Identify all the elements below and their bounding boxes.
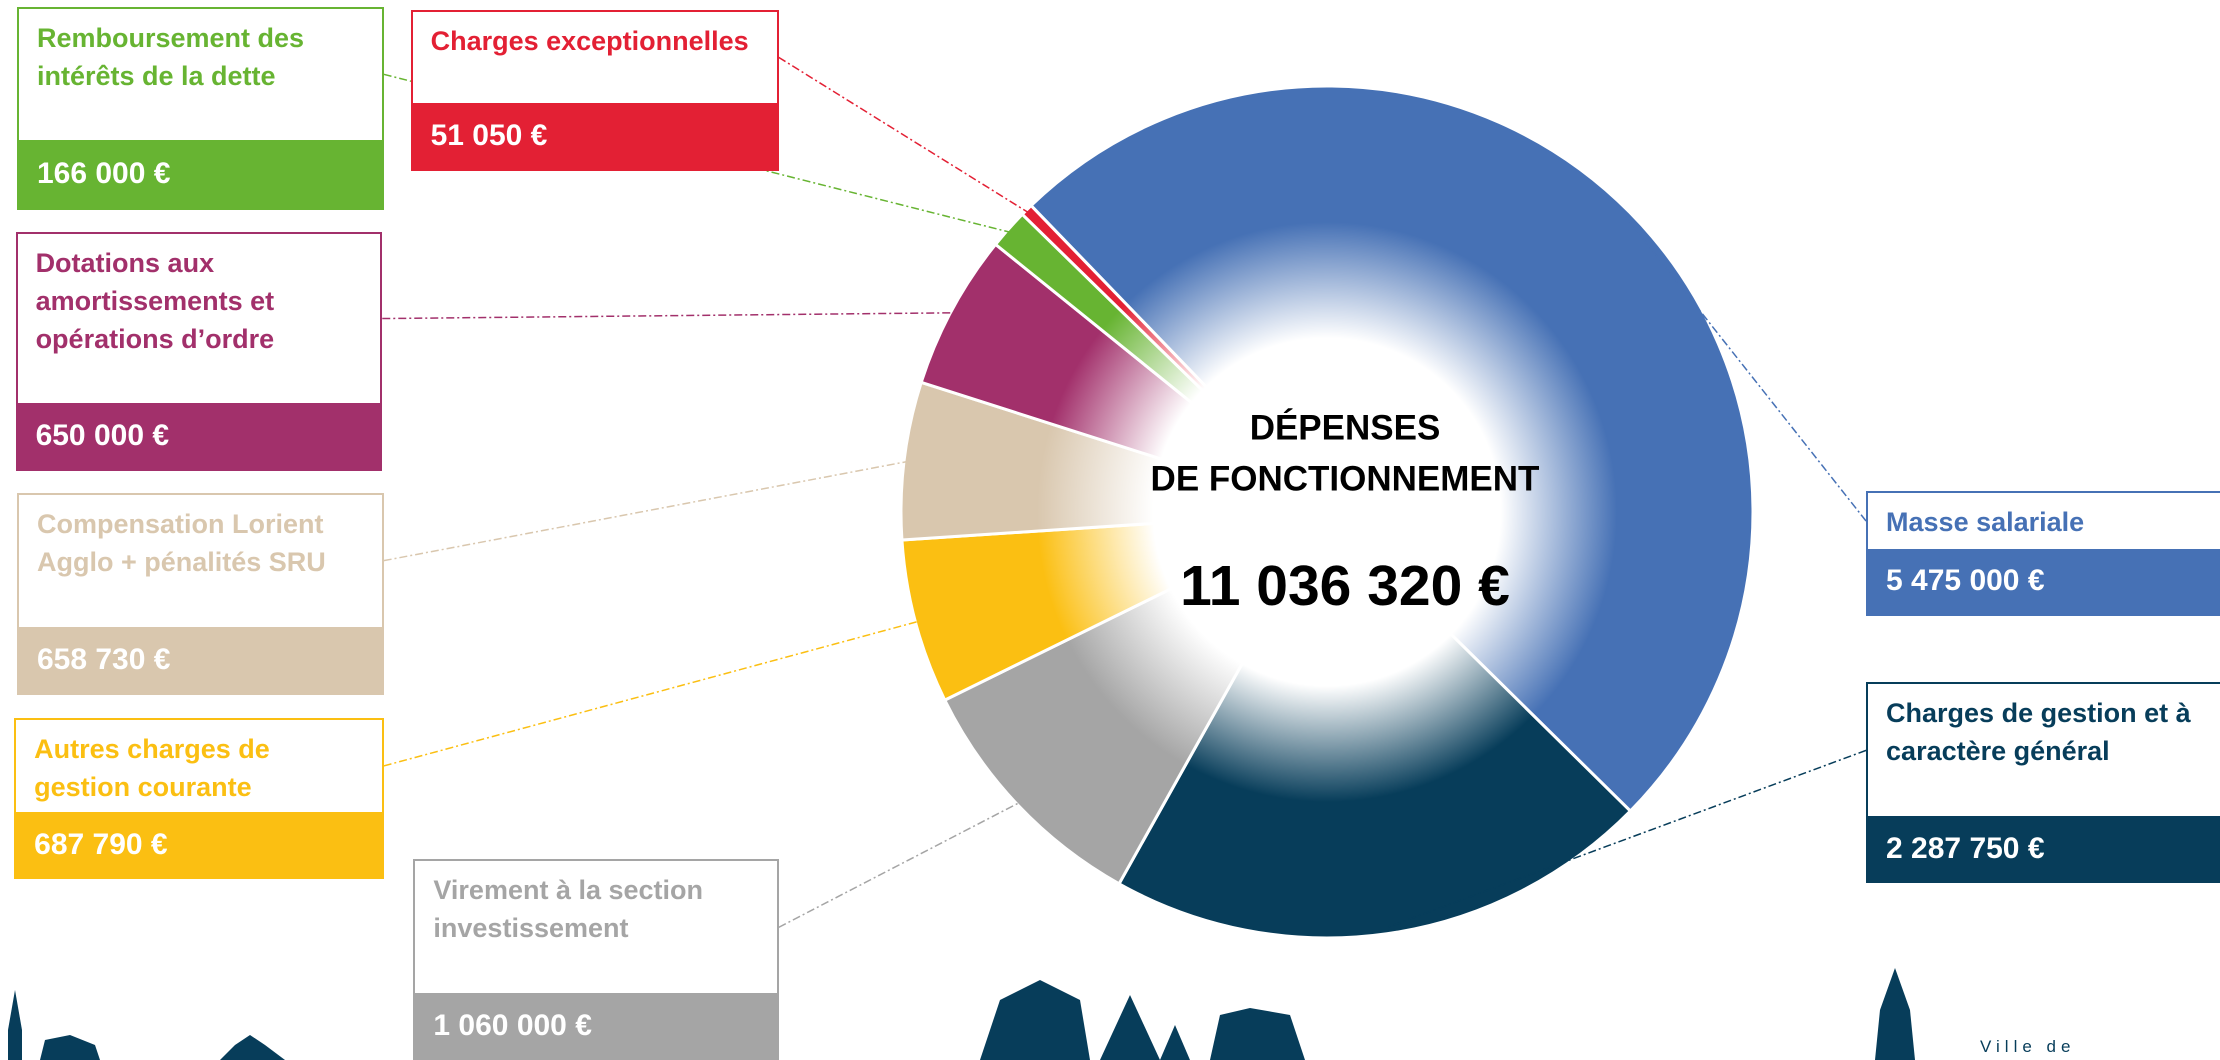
category-label: Autres charges de gestion courante xyxy=(34,733,270,802)
label-box: Compensation Lorient Agglo + pénalités S… xyxy=(16,492,384,696)
value-label: 658 730 € xyxy=(18,626,382,694)
label-box: Charges de gestion et à caractère généra… xyxy=(1866,682,2220,884)
leader-line xyxy=(778,800,1023,929)
building xyxy=(220,1035,285,1060)
spire xyxy=(8,990,22,1060)
leader-line xyxy=(1624,216,1867,522)
chart-title: DÉPENSES xyxy=(1250,407,1441,447)
tree xyxy=(1210,1008,1305,1060)
logo-text: Ville de xyxy=(1980,1037,2075,1056)
leader-line xyxy=(778,56,1032,215)
category-label: Charges exceptionnelles xyxy=(430,25,749,56)
total-label: 11 036 320 € xyxy=(1180,554,1510,618)
leader-line xyxy=(383,619,922,767)
skyline xyxy=(8,968,1915,1060)
spire xyxy=(1875,968,1915,1060)
category-label: Remboursement des intérêts de la dette xyxy=(36,23,305,92)
tree xyxy=(1160,1025,1190,1060)
donut-hole xyxy=(1037,222,1617,802)
value-label: 51 050 € xyxy=(412,102,777,170)
label-box: Dotations aux amortissements et opératio… xyxy=(15,232,383,472)
leader-line xyxy=(382,312,958,320)
value-label: 650 000 € xyxy=(17,402,381,470)
category-label: Virement à la section investissement xyxy=(433,875,704,944)
leader-line xyxy=(383,460,911,562)
building xyxy=(40,1035,100,1060)
label-box: Remboursement des intérêts de la dette 16… xyxy=(16,7,384,210)
label-box: Masse salariale 5 475 000 € xyxy=(1866,491,2220,616)
label-box: Autres charges de gestion courante 687 79… xyxy=(14,717,384,880)
tree xyxy=(1100,995,1160,1060)
category-label: Masse salariale xyxy=(1886,507,2085,538)
category-label: Compensation Lorient Agglo + pénalités S… xyxy=(36,508,326,577)
leader-line xyxy=(1385,749,1867,929)
value-label: 5 475 000 € xyxy=(1868,548,2220,614)
value-label: 166 000 € xyxy=(18,139,382,208)
value-label: 687 790 € xyxy=(16,812,382,878)
value-label: 2 287 750 € xyxy=(1868,816,2220,882)
value-label: 1 060 000 € xyxy=(415,993,777,1059)
category-label: Dotations aux amortissements et opératio… xyxy=(35,248,275,355)
label-box: Charges exceptionnelles 51 050 € xyxy=(410,9,779,172)
tree xyxy=(980,980,1090,1060)
label-box: Virement à la section investissement 1 06… xyxy=(413,859,779,1060)
category-label: Charges de gestion et à caractère généra… xyxy=(1886,698,2191,767)
chart-title: DE FONCTIONNEMENT xyxy=(1151,459,1540,498)
